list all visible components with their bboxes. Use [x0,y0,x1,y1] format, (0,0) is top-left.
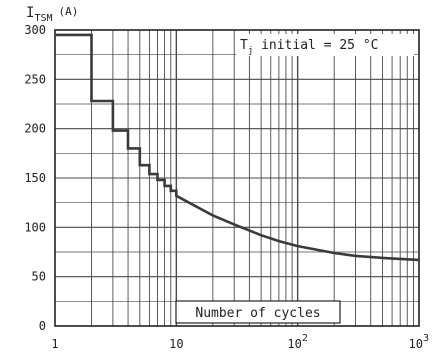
y-axis-title: ITSM(A) [26,5,78,24]
x-tick-labels: 1 10 102 103 [51,333,429,351]
grid-lines [55,30,419,326]
plot-frame [54,29,420,327]
y-tick-label: 200 [24,122,46,136]
surge-curve [55,33,420,262]
x-tick-label: 102 [287,333,307,351]
y-tick-label: 0 [39,319,46,333]
x-tick-label: 1 [51,337,58,351]
y-tick-label: 300 [24,23,46,37]
annotation-backdrop [236,34,414,56]
y-tick-label: 250 [24,72,46,86]
junction-temp-annotation: Tj initial = 25 °C [240,38,378,56]
y-tick-label: 150 [24,171,46,185]
x-tick-label: 10 [169,337,183,351]
y-tick-label: 50 [32,270,46,284]
x-axis-title: Number of cycles [195,306,320,321]
x-tick-label: 103 [409,333,429,351]
y-tick-labels: 0 50 100 150 200 250 300 [24,23,46,333]
y-tick-label: 100 [24,220,46,234]
x-axis-title-box [175,300,341,324]
